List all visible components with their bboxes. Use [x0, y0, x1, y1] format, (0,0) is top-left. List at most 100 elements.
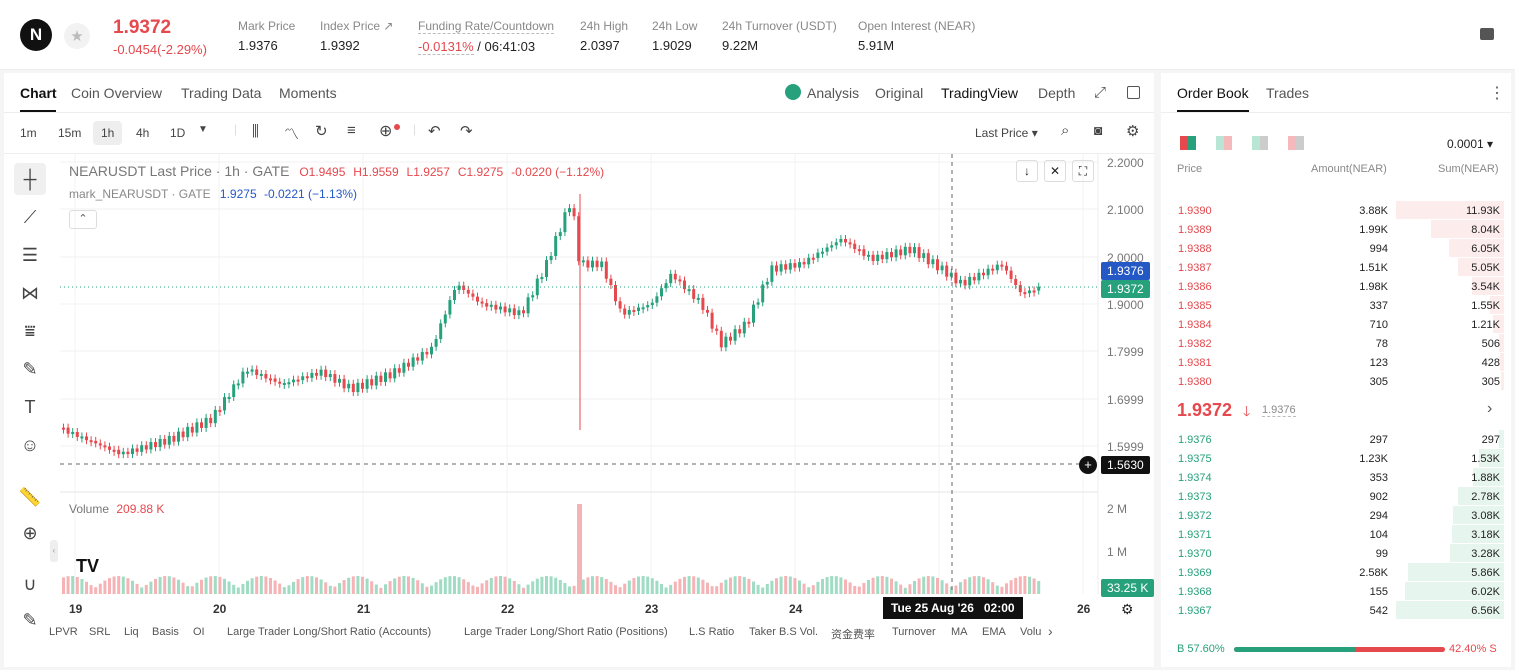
candle: [112, 449, 116, 452]
indicator-turnover[interactable]: Turnover: [892, 626, 936, 638]
candle: [1000, 264, 1004, 267]
indicator-funding-rate[interactable]: 资金费率: [831, 629, 875, 641]
tab-original[interactable]: Original: [875, 85, 924, 101]
orderbook-row[interactable]: 1.9381 123 428: [1170, 353, 1506, 372]
indicator-ls-ratio[interactable]: L.S Ratio: [689, 626, 735, 638]
search-icon[interactable]: ⌕: [1061, 122, 1070, 139]
zoom-tool-icon[interactable]: ⊕: [22, 522, 38, 543]
magnet-tool-icon[interactable]: ∪: [23, 573, 37, 594]
crosshair-tool-icon[interactable]: ┼: [14, 163, 46, 195]
orderbook-row[interactable]: 1.9384 710 1.21K: [1170, 315, 1506, 334]
book-big-icon[interactable]: [1288, 136, 1304, 150]
book-both-icon[interactable]: [1180, 136, 1196, 150]
interval-1d[interactable]: 1D: [170, 126, 186, 140]
chevron-down-icon[interactable]: ▼: [198, 124, 208, 135]
indicator-ma[interactable]: MA: [951, 626, 968, 638]
orderbook-row[interactable]: 1.9367 542 6.56K: [1170, 601, 1506, 620]
window-icon[interactable]: [1127, 86, 1140, 99]
volume-bar: [411, 577, 415, 594]
interval-1m[interactable]: 1m: [20, 126, 37, 140]
text-tool-icon[interactable]: T: [24, 396, 36, 417]
expand-icon[interactable]: ⤢: [1094, 84, 1107, 101]
book-asks-icon[interactable]: [1216, 136, 1232, 150]
tab-depth[interactable]: Depth: [1038, 85, 1076, 101]
settings-icon[interactable]: ⚙: [1121, 601, 1134, 617]
orderbook-row[interactable]: 1.9368 155 6.02K: [1170, 582, 1506, 601]
orderbook-row[interactable]: 1.9382 78 506: [1170, 334, 1506, 353]
orderbook-row[interactable]: 1.9389 1.99K 8.04K: [1170, 220, 1506, 239]
orderbook-row[interactable]: 1.9370 99 3.28K: [1170, 544, 1506, 563]
interval-4h[interactable]: 4h: [136, 126, 150, 140]
template-icon[interactable]: ≡: [347, 122, 356, 139]
orderbook-row[interactable]: 1.9380 305 305: [1170, 372, 1506, 391]
orderbook-row[interactable]: 1.9371 104 3.18K: [1170, 525, 1506, 544]
indicator-ema[interactable]: EMA: [982, 626, 1006, 638]
orderbook-row[interactable]: 1.9372 294 3.08K: [1170, 506, 1506, 525]
interval-15m[interactable]: 15m: [58, 126, 82, 140]
orderbook-row[interactable]: 1.9376 297 297: [1170, 430, 1506, 449]
precision-select[interactable]: 0.0001 ▾: [1447, 137, 1494, 151]
book-icon[interactable]: [1480, 28, 1494, 40]
close-icon[interactable]: ✕: [1044, 160, 1066, 182]
more-icon[interactable]: ⋮: [1489, 85, 1505, 102]
collapse-handle[interactable]: ‹: [50, 540, 58, 562]
indicator-volume[interactable]: Volu: [1020, 626, 1042, 638]
camera-icon[interactable]: ◙: [1094, 122, 1103, 138]
maximize-icon[interactable]: ⛶: [1072, 160, 1094, 182]
orderbook-row[interactable]: 1.9387 1.51K 5.05K: [1170, 258, 1506, 277]
gear-icon[interactable]: ⚙: [1126, 123, 1140, 140]
orderbook-row[interactable]: 1.9388 994 6.05K: [1170, 239, 1506, 258]
orderbook-row[interactable]: 1.9390 3.88K 11.93K: [1170, 201, 1506, 220]
price-chart[interactable]: [0, 154, 1150, 614]
indicator-liq[interactable]: Liq: [124, 626, 139, 638]
tab-moments[interactable]: Moments: [279, 85, 337, 101]
volume-bar: [278, 583, 282, 594]
price-type-select[interactable]: Last Price ▾: [975, 126, 1038, 140]
collapse-legend-button[interactable]: ⌃: [69, 210, 97, 229]
brush-tool-icon[interactable]: ✎: [22, 358, 38, 379]
indicator-srl[interactable]: SRL: [89, 626, 111, 638]
indicator-basis[interactable]: Basis: [152, 626, 179, 638]
orderbook-row[interactable]: 1.9386 1.98K 3.54K: [1170, 277, 1506, 296]
add-indicator-icon[interactable]: ⊕: [379, 123, 393, 140]
hlines-tool-icon[interactable]: ☰: [21, 244, 39, 265]
add-alert-icon[interactable]: +: [1079, 456, 1097, 474]
book-bids-icon[interactable]: [1252, 136, 1268, 150]
indicator-large-trader-accounts[interactable]: Large Trader Long/Short Ratio (Accounts): [227, 626, 432, 638]
compare-icon[interactable]: ↻: [315, 123, 328, 140]
stat-index-price[interactable]: Index Price ↗ 1.9392: [320, 19, 394, 53]
candle: [416, 357, 420, 361]
chevron-right-icon[interactable]: ›: [1487, 400, 1493, 417]
candles-icon[interactable]: ⫼: [252, 123, 259, 140]
tab-trades[interactable]: Trades: [1266, 85, 1310, 101]
indicator-lpvr[interactable]: LPVR: [49, 626, 78, 638]
redo-icon[interactable]: ↷: [460, 123, 473, 140]
tab-trading-data[interactable]: Trading Data: [181, 85, 262, 101]
tab-tradingview[interactable]: TradingView: [941, 85, 1019, 101]
tab-analysis[interactable]: Analysis: [807, 85, 860, 101]
orderbook-row[interactable]: 1.9375 1.23K 1.53K: [1170, 449, 1506, 468]
orderbook-row[interactable]: 1.9369 2.58K 5.86K: [1170, 563, 1506, 582]
orderbook-row[interactable]: 1.9374 353 1.88K: [1170, 468, 1506, 487]
chevron-right-icon[interactable]: ›: [1048, 623, 1053, 639]
orderbook-row[interactable]: 1.9373 902 2.78K: [1170, 487, 1506, 506]
tab-coin-overview[interactable]: Coin Overview: [71, 85, 163, 101]
trendline-tool-icon[interactable]: ⟋: [23, 206, 37, 227]
indicator-large-trader-positions[interactable]: Large Trader Long/Short Ratio (Positions…: [464, 626, 668, 638]
indicator-icon[interactable]: 〽: [284, 126, 300, 143]
ruler-tool-icon[interactable]: 📏: [18, 486, 42, 507]
arrow-down-icon[interactable]: ↓: [1016, 160, 1038, 182]
emoji-tool-icon[interactable]: ☺: [20, 434, 40, 455]
interval-1h[interactable]: 1h: [93, 121, 123, 145]
fib-tool-icon[interactable]: ⩸: [24, 320, 36, 341]
indicator-taker-vol[interactable]: Taker B.S Vol.: [749, 626, 819, 638]
favorite-star-icon[interactable]: ★: [64, 23, 90, 49]
undo-icon[interactable]: ↶: [428, 123, 441, 140]
tab-chart[interactable]: Chart: [20, 85, 57, 101]
price-tick: 2.0000: [1107, 251, 1144, 265]
orderbook-row[interactable]: 1.9385 337 1.55K: [1170, 296, 1506, 315]
tab-order-book[interactable]: Order Book: [1177, 85, 1249, 101]
lock-tool-icon[interactable]: ✎: [22, 609, 38, 630]
indicator-oi[interactable]: OI: [193, 626, 205, 638]
pattern-tool-icon[interactable]: ⋈: [21, 282, 39, 303]
